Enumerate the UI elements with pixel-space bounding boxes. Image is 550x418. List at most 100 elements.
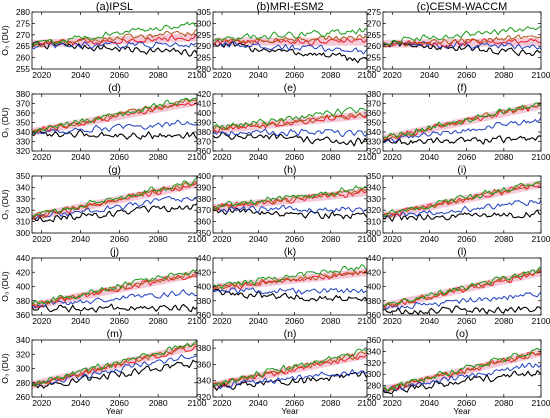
y-tick-label: 340	[16, 182, 30, 192]
x-tick-label: 2040	[249, 70, 268, 80]
x-tick-label: 2040	[249, 398, 268, 408]
series-line-green	[32, 177, 197, 217]
x-tick-label: 2020	[383, 316, 402, 326]
series-line-black	[32, 359, 197, 389]
series-line-brown	[383, 351, 541, 391]
panel-label: (f)	[457, 82, 467, 94]
plot-area	[32, 268, 197, 313]
y-tick-label: 300	[16, 228, 30, 238]
series-line-green	[383, 267, 541, 306]
y-tick-label: 340	[367, 182, 381, 192]
plot-area	[32, 177, 197, 223]
x-tick-label: 2100	[188, 234, 207, 244]
plot-frame	[382, 175, 542, 234]
y-tick-label: 280	[16, 7, 30, 17]
x-tick-label: 2020	[383, 70, 402, 80]
series-line-blue	[32, 119, 197, 135]
series-line-red	[32, 182, 197, 220]
x-tick-label: 2080	[149, 316, 168, 326]
series-line-black	[383, 209, 541, 222]
y-tick-label: 390	[197, 182, 211, 192]
panel-label: (j)	[110, 246, 119, 258]
x-tick-label: 2040	[71, 398, 90, 408]
series-line-red	[213, 113, 367, 133]
plot-area	[32, 97, 197, 140]
x-tick-label: 2040	[71, 316, 90, 326]
y-tick-label: 275	[16, 18, 30, 28]
y-tick-label: 360	[197, 146, 211, 156]
plot-frame	[382, 339, 542, 398]
y-tick-label: 280	[197, 64, 211, 74]
y-tick-label: 320	[367, 146, 381, 156]
y-tick-label: 340	[16, 335, 30, 345]
y-axis-label: O₃ (DU)	[0, 25, 10, 56]
plot-area	[383, 25, 541, 57]
panel-label: (o)	[456, 328, 469, 340]
y-tick-label: 440	[367, 253, 381, 263]
y-tick-label: 340	[367, 346, 381, 356]
x-tick-label: 2100	[532, 152, 550, 162]
x-tick-label: 2080	[494, 398, 513, 408]
x-tick-label: 2020	[213, 316, 232, 326]
x-tick-label: 2040	[420, 70, 439, 80]
y-tick-label: 380	[197, 343, 211, 353]
x-tick-label: 2060	[457, 234, 476, 244]
plot-frame	[212, 175, 368, 234]
x-tick-label: 2080	[494, 70, 513, 80]
series-line-green	[383, 25, 541, 46]
x-tick-label: 2080	[149, 234, 168, 244]
x-tick-label: 2040	[249, 152, 268, 162]
x-tick-label: 2080	[321, 316, 340, 326]
y-tick-label: 350	[367, 171, 381, 181]
series-line-brown	[383, 34, 541, 48]
x-tick-label: 2020	[213, 70, 232, 80]
y-tick-label: 330	[367, 194, 381, 204]
panel-13: 260 280 300 320 340 2020 2040 2060 2080 2100 (m) O₃…	[0, 328, 207, 416]
plot-area	[213, 185, 367, 220]
x-tick-label: 2040	[249, 234, 268, 244]
x-tick-label: 2100	[358, 234, 377, 244]
panel-14: 320 340 360 380 2020 2040 2060 2080 2100 (n) Year	[197, 328, 377, 416]
y-tick-label: 320	[197, 392, 211, 402]
series-line-black	[383, 135, 541, 146]
x-tick-label: 2040	[420, 234, 439, 244]
series-line-brown	[32, 343, 197, 387]
series-line-black	[383, 39, 541, 57]
series-line-black	[383, 370, 541, 395]
series-line-blue	[32, 354, 197, 386]
plot-area	[32, 340, 197, 389]
y-tick-label: 400	[197, 171, 211, 181]
x-tick-label: 2100	[188, 398, 207, 408]
series-line-brown	[213, 34, 367, 44]
panel-label: (g)	[108, 164, 121, 176]
x-tick-label: 2020	[32, 70, 51, 80]
x-tick-label: 2080	[321, 152, 340, 162]
x-tick-label: 2040	[249, 316, 268, 326]
series-line-blue	[213, 287, 367, 295]
x-tick-label: 2020	[213, 398, 232, 408]
y-tick-label: 400	[16, 282, 30, 292]
x-tick-label: 2100	[188, 70, 207, 80]
series-line-black	[383, 305, 541, 315]
series-line-red	[213, 38, 367, 46]
plot-area	[383, 267, 541, 315]
series-line-blue	[383, 362, 541, 392]
plot-frame	[212, 339, 368, 398]
x-tick-label: 2020	[383, 234, 402, 244]
y-tick-label: 330	[367, 137, 381, 147]
x-tick-label: 2020	[383, 152, 402, 162]
y-tick-label: 260	[16, 53, 30, 63]
panel-title: (c)CESM-WACCM	[417, 1, 508, 13]
y-tick-label: 380	[197, 296, 211, 306]
y-tick-label: 330	[16, 194, 30, 204]
y-tick-label: 300	[197, 18, 211, 28]
y-tick-label: 370	[197, 137, 211, 147]
series-line-blue	[32, 289, 197, 309]
y-tick-label: 290	[197, 41, 211, 51]
